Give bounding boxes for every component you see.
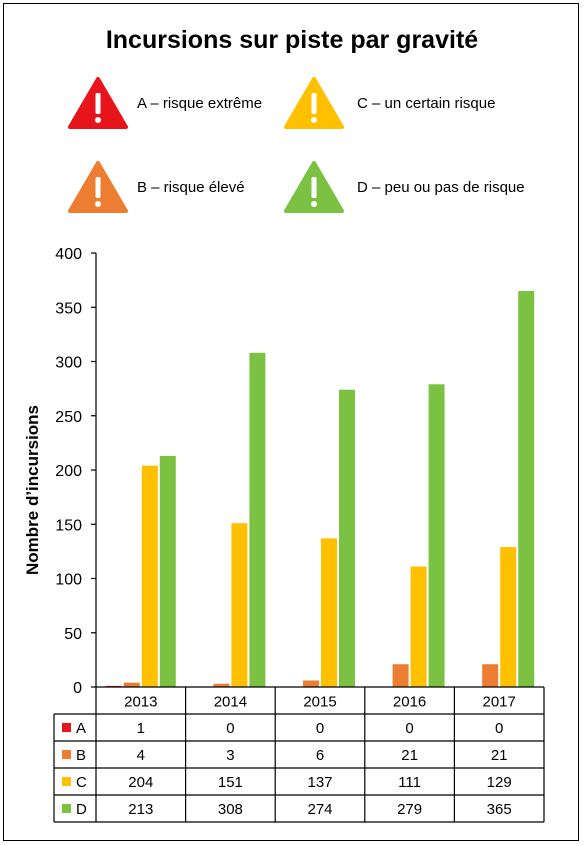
table-cell-value: 308 (218, 801, 243, 818)
bar-b-2017 (482, 664, 499, 687)
y-tick-label: 50 (64, 626, 82, 643)
y-axis-label: Nombre d’incursions (23, 405, 42, 575)
bar-c-2013 (141, 465, 158, 687)
warning-triangle-icon (68, 77, 128, 129)
table-cell-value: 0 (495, 720, 503, 737)
table-cell-value: 0 (226, 720, 234, 737)
warning-triangle-icon (68, 161, 128, 213)
table-cell-value: 111 (398, 774, 421, 791)
bar-d-2014 (249, 352, 266, 687)
bar-c-2017 (500, 547, 517, 687)
y-tick-label: 300 (55, 355, 82, 372)
y-tick-label: 350 (55, 300, 82, 317)
table-cell-value: 0 (405, 720, 413, 737)
table-cell-value: 274 (307, 801, 332, 818)
table-cell-value: 0 (316, 720, 324, 737)
y-tick-label: 200 (55, 463, 82, 480)
table-cell-value: 151 (218, 774, 243, 791)
legend-label-d: D – peu ou pas de risque (357, 178, 525, 196)
bar-c-2014 (231, 523, 248, 687)
table-legend-key-d (62, 804, 71, 813)
y-tick-label: 400 (55, 246, 82, 263)
bar-d-2013 (159, 455, 176, 687)
legend-label-b: B – risque élevé (137, 178, 245, 196)
table-cell-value: 204 (128, 774, 153, 791)
legend-item-a: A – risque extrême (67, 76, 262, 130)
x-tick-label: 2013 (124, 694, 157, 711)
table-cell-value: 6 (316, 747, 324, 764)
bar-b-2015 (303, 680, 319, 687)
chart-title: Incursions sur piste par gravité (105, 26, 479, 54)
table-series-name: D (76, 801, 87, 818)
bar-d-2017 (518, 290, 535, 687)
chart-frame (3, 3, 579, 841)
table-cell-value: 213 (128, 801, 153, 818)
bar-c-2016 (410, 566, 427, 687)
table-cell-value: 3 (226, 747, 234, 764)
bar-d-2016 (428, 384, 445, 687)
table-series-name: B (76, 747, 86, 764)
bar-b-2014 (213, 683, 230, 687)
table-cell-value: 129 (487, 774, 512, 791)
x-tick-label: 2016 (393, 694, 426, 711)
table-cell-value: 137 (307, 774, 332, 791)
bar-c-2015 (321, 538, 337, 687)
table-cell-value: 21 (401, 747, 418, 764)
table-cell-value: 279 (397, 801, 422, 818)
legend-label-a: A – risque extrême (137, 94, 263, 112)
x-tick-label: 2014 (214, 694, 247, 711)
y-tick-label: 0 (73, 680, 82, 697)
legend-item-c: C – un certain risque (283, 76, 495, 130)
table-cell-value: 1 (137, 720, 145, 737)
table-legend-key-b (62, 750, 71, 759)
table-series-name: A (76, 720, 86, 737)
table-cell-value: 4 (137, 747, 145, 764)
table-legend-key-a (62, 723, 71, 732)
bar-b-2013 (123, 682, 140, 687)
table-legend-key-c (62, 777, 71, 786)
x-tick-label: 2017 (483, 694, 516, 711)
bar-d-2015 (339, 389, 355, 687)
legend-item-d: D – peu ou pas de risque (283, 160, 525, 214)
bar-b-2016 (392, 664, 409, 687)
table-cell-value: 365 (487, 801, 512, 818)
warning-triangle-icon (284, 161, 344, 213)
table-cell-value: 21 (491, 747, 508, 764)
y-tick-label: 150 (55, 517, 82, 534)
legend-item-b: B – risque élevé (67, 160, 245, 214)
legend-label-c: C – un certain risque (357, 94, 496, 112)
x-tick-label: 2015 (303, 694, 336, 711)
y-tick-label: 100 (55, 572, 82, 589)
table-series-name: C (76, 774, 87, 791)
warning-triangle-icon (284, 77, 344, 129)
y-tick-label: 250 (55, 409, 82, 426)
